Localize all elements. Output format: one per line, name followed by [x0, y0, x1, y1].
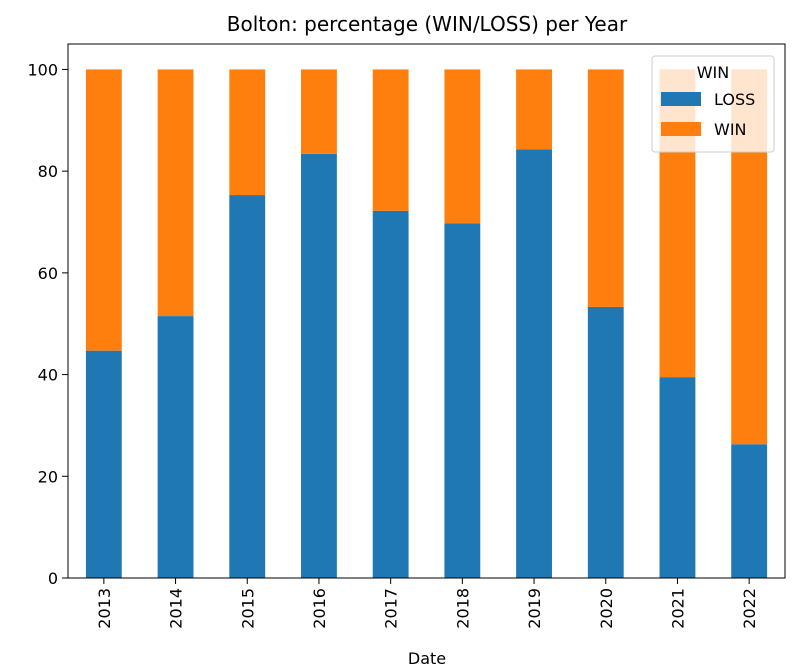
- bar-loss-2017: [372, 210, 409, 578]
- bar-loss-2022: [731, 444, 768, 578]
- x-tick-label-2017: 2017: [382, 588, 401, 629]
- x-tick-label-2016: 2016: [310, 588, 329, 629]
- legend-label-loss: LOSS: [714, 90, 755, 109]
- bar-win-2016: [301, 69, 337, 154]
- bar-loss-2013: [85, 350, 122, 578]
- bar-loss-2021: [659, 377, 696, 578]
- legend-swatch-loss: [661, 92, 701, 106]
- x-axis: 2013 2014 2015 2016 2017 2018 2019 2020 2021 2022: [95, 578, 759, 629]
- y-tick-label-20: 20: [38, 467, 58, 486]
- x-tick-label-2013: 2013: [95, 588, 114, 629]
- x-tick-label-2018: 2018: [453, 588, 472, 629]
- x-tick-label-2022: 2022: [740, 588, 759, 629]
- y-tick-label-80: 80: [38, 162, 58, 181]
- legend-label-win: WIN: [714, 120, 747, 139]
- bar-loss-2015: [229, 195, 266, 579]
- y-tick-label-0: 0: [48, 569, 58, 588]
- legend-title: WIN: [697, 63, 730, 82]
- bar-loss-2016: [301, 153, 337, 578]
- x-axis-label: Date: [408, 649, 446, 664]
- bar-win-2014: [157, 69, 194, 317]
- plot-frame: [67, 43, 786, 579]
- y-axis: 0 20 40 60 80 100: [27, 60, 68, 588]
- x-tick-label-2019: 2019: [525, 588, 544, 629]
- y-tick-label-60: 60: [38, 264, 58, 283]
- bar-win-2017: [372, 69, 409, 211]
- legend: WIN LOSS WIN: [651, 55, 775, 153]
- bars-layer: [85, 69, 768, 579]
- y-tick-label-100: 100: [27, 60, 58, 79]
- x-tick-label-2020: 2020: [597, 588, 616, 629]
- bar-win-2019: [516, 69, 552, 150]
- bar-loss-2014: [157, 316, 194, 578]
- x-tick-label-2021: 2021: [668, 588, 687, 629]
- bar-loss-2019: [516, 149, 552, 578]
- x-tick-label-2015: 2015: [238, 588, 257, 629]
- chart-title: Bolton: percentage (WIN/LOSS) per Year: [227, 12, 628, 36]
- bar-loss-2018: [444, 223, 481, 578]
- bar-win-2015: [229, 69, 266, 196]
- bar-win-2013: [85, 69, 122, 351]
- bar-loss-2020: [587, 306, 624, 578]
- bar-win-2020: [587, 69, 624, 307]
- y-tick-label-40: 40: [38, 366, 58, 385]
- legend-swatch-win: [661, 122, 701, 136]
- bar-win-2018: [444, 69, 481, 224]
- x-tick-label-2014: 2014: [167, 588, 186, 629]
- legend-entries: LOSS WIN: [661, 90, 755, 139]
